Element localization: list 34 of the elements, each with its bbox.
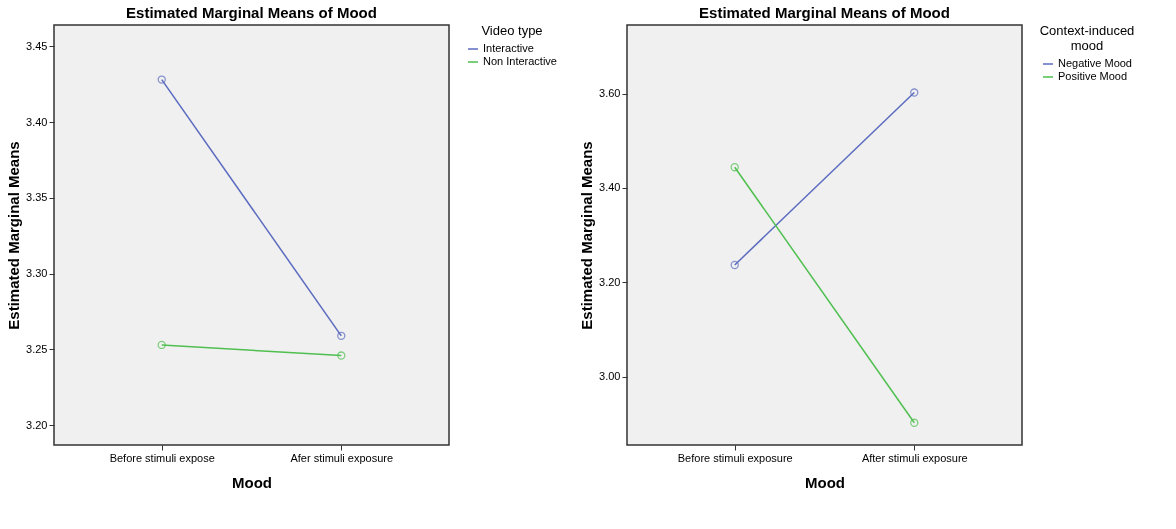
y-tick-label: 3.45 bbox=[26, 39, 48, 52]
x-tick-label: Before stimuli expose bbox=[109, 451, 215, 464]
legend-label: Non Interactive bbox=[483, 55, 557, 67]
x-axis-title: Mood bbox=[805, 473, 845, 491]
y-tick-label: 3.30 bbox=[26, 267, 48, 280]
y-tick-label: 3.00 bbox=[599, 370, 621, 383]
y-tick-label: 3.60 bbox=[599, 87, 621, 99]
y-axis-title: Estimated Marginal Means bbox=[578, 141, 596, 330]
y-tick-label: 3.25 bbox=[26, 342, 48, 355]
chart-title: Estimated Marginal Means of Mood bbox=[126, 4, 377, 21]
y-tick-label: 3.35 bbox=[26, 191, 48, 204]
x-axis-title: Mood bbox=[232, 473, 272, 491]
point bbox=[337, 351, 346, 360]
legend-title: Context-induced mood bbox=[1039, 23, 1135, 53]
y-tick-label: 3.20 bbox=[26, 418, 48, 431]
point bbox=[157, 75, 166, 84]
x-tick-label: Before stimuli exposure bbox=[677, 451, 793, 464]
point bbox=[910, 418, 919, 427]
point bbox=[730, 163, 739, 172]
legend-label: Positive Mood bbox=[1058, 70, 1128, 82]
y-tick-label: 3.40 bbox=[26, 115, 48, 128]
y-axis-title: Estimated Marginal Means bbox=[5, 141, 23, 330]
point bbox=[730, 260, 739, 270]
point bbox=[157, 340, 166, 350]
point bbox=[910, 88, 919, 97]
x-tick-label: After stimuli exposure bbox=[861, 451, 968, 464]
y-tick-label: 3.20 bbox=[599, 275, 621, 288]
chart-title: Estimated Marginal Means of Mood bbox=[699, 4, 950, 21]
y-tick-label: 3.40 bbox=[599, 181, 621, 194]
legend-label: Interactive bbox=[483, 42, 534, 54]
x-tick-label: Afer stimuli exposure bbox=[290, 451, 394, 464]
legend-title: Video type bbox=[481, 23, 543, 38]
legend-label: Negative Mood bbox=[1058, 57, 1132, 69]
point bbox=[337, 331, 346, 341]
